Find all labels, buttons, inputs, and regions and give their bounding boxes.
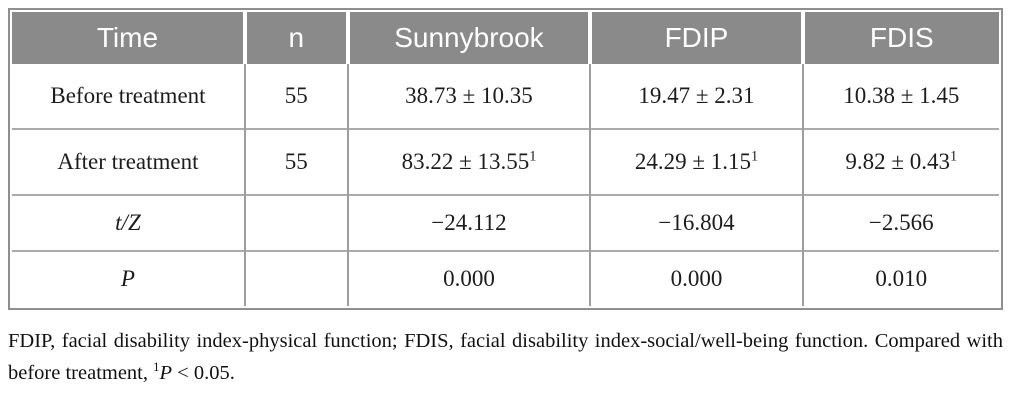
col-header-time: Time: [12, 12, 245, 64]
footnote-p-symbol: P: [159, 362, 173, 384]
col-header-fdis: FDIS: [800, 12, 999, 64]
row-p-value: P 0.000 0.000 0.010: [12, 250, 999, 306]
cell-before-sunnybrook: 38.73 ± 10.35: [346, 64, 591, 129]
cell-p-fdip: 0.000: [589, 250, 803, 306]
row-label-after-treatment: After treatment: [12, 128, 245, 195]
cell-tz-sunnybrook: −24.112: [346, 194, 591, 251]
row-label-before-treatment: Before treatment: [50, 83, 206, 108]
col-header-n: n: [242, 12, 348, 64]
cell-tz-fdip: −16.804: [589, 194, 803, 251]
col-header-sunnybrook: Sunnybrook: [345, 12, 591, 64]
significance-superscript: 1: [750, 148, 759, 165]
cell-tz-n: [243, 194, 348, 251]
cell-before-fdip: 19.47 ± 2.31: [589, 64, 803, 129]
cell-after-n: 55: [243, 128, 348, 195]
col-header-fdip: FDIP: [588, 12, 803, 64]
cell-tz-fdis: −2.566: [801, 194, 999, 251]
cell-before-fdis: 10.38 ± 1.45: [801, 64, 999, 129]
row-before-treatment: Before treatment 55 38.73 ± 10.35 19.47 …: [12, 64, 999, 129]
table-header-row: Time n Sunnybrook FDIP FDIS: [12, 12, 999, 64]
results-table-frame: Time n Sunnybrook FDIP FDIS Before treat…: [8, 8, 1003, 310]
results-table: Time n Sunnybrook FDIP FDIS Before treat…: [12, 12, 999, 306]
row-after-treatment: After treatment 55 83.22 ± 13.551 24.29 …: [12, 128, 999, 195]
cell-after-fdip: 24.29 ± 1.151: [589, 128, 803, 195]
cell-before-n: 55: [243, 64, 348, 129]
footnote-superscript: 1: [153, 360, 160, 375]
cell-p-sunnybrook: 0.000: [346, 250, 591, 306]
footnote-threshold: < 0.05.: [172, 362, 235, 384]
row-label-p: P: [12, 250, 245, 306]
table-footnote: FDIP, facial disability index-physical f…: [8, 325, 1003, 389]
cell-p-fdis: 0.010: [801, 250, 999, 306]
footnote-abbreviations: FDIP, facial disability index-physical f…: [8, 330, 1003, 384]
significance-superscript: 1: [529, 148, 537, 165]
row-tz-statistic: t/Z −24.112 −16.804 −2.566: [12, 194, 999, 251]
cell-after-fdis: 9.82 ± 0.431: [801, 128, 999, 195]
cell-after-sunnybrook: 83.22 ± 13.551: [346, 128, 591, 195]
row-label-tz: t/Z: [12, 194, 245, 251]
significance-superscript: 1: [950, 148, 958, 165]
cell-p-n: [243, 250, 348, 306]
